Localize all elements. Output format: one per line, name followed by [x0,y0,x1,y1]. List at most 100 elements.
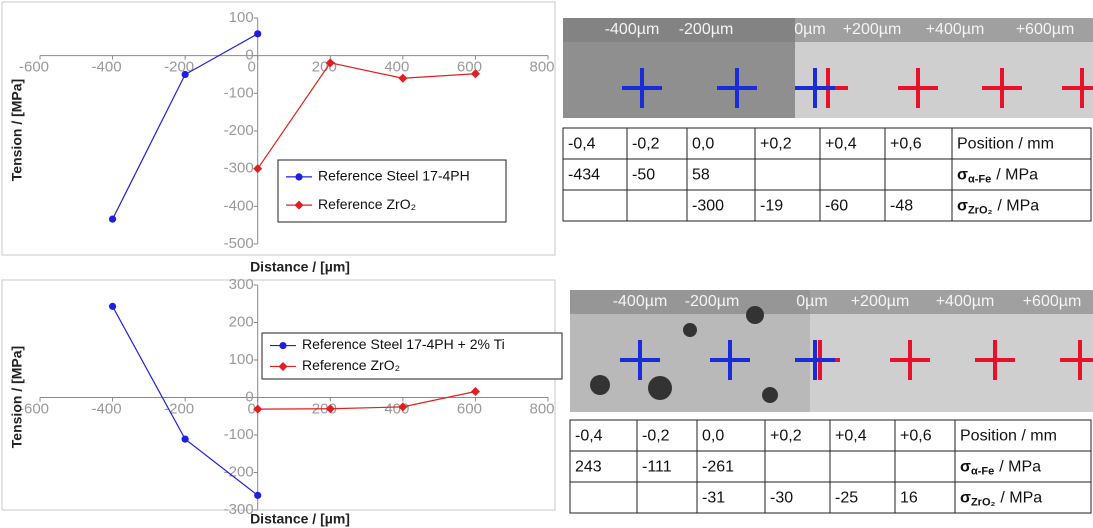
scale-label: -200µm [685,293,740,310]
x-tick-label: -600 [19,59,49,76]
marker [254,492,261,499]
table-cell [885,159,952,190]
marker [109,303,116,310]
cell-text: -434 [568,167,600,184]
cell-text: -111 [642,459,672,476]
subscript: α-Fe [971,465,994,477]
y-axis-title: Tension / [MPa] [9,346,25,448]
cell-text: -31 [702,490,725,507]
y-tick-label: -400 [224,197,254,214]
scale-label: +600µm [1023,293,1082,310]
table-cell [830,451,895,482]
cell-text: +0,2 [760,136,792,153]
cell-text: +0,6 [900,428,932,445]
cell-text: -48 [890,198,913,215]
x-axis-title: Distance / [µm] [250,259,350,275]
x-tick-label: 600 [457,400,482,417]
cell-text: +0,4 [825,136,857,153]
chart-frame [2,280,555,510]
table-cell [570,482,637,513]
y-tick-label: 100 [229,9,254,26]
scale-label: 0µm [794,21,825,38]
legend-label: Reference Steel 17-4PH [318,168,470,184]
y-tick-label: -200 [224,122,254,139]
legend-label: Reference ZrO₂ [318,196,416,212]
marker [182,71,189,78]
cell-text: 0,0 [702,428,724,445]
cell-text: Position / mm [957,136,1054,153]
unit: / MPa [997,198,1039,215]
scale-label: +400µm [936,293,995,310]
subscript: ZrO₂ [968,204,993,216]
x-tick-label: 400 [384,59,409,76]
sigma: σ [957,198,968,215]
cell-text: -60 [825,198,848,215]
table-cell [765,451,830,482]
cell-text: 16 [900,490,918,507]
cell-text: -25 [835,490,858,507]
marker [254,30,261,37]
y-axis-title: Tension / [MPa] [9,79,25,181]
pore [683,323,697,337]
unit: / MPa [1000,490,1042,507]
y-tick-label: 200 [229,313,254,330]
cell-text: 243 [575,459,602,476]
cell-text: +0,2 [770,428,802,445]
cell-text: -0,4 [575,428,603,445]
legend-label: Reference ZrO₂ [302,357,400,373]
x-tick-label: -400 [92,59,122,76]
cell-text: 58 [692,167,710,184]
cell-text: +0,4 [835,428,867,445]
scale-label: +400µm [926,21,985,38]
marker [182,436,189,443]
unit: / MPa [996,167,1038,184]
cell-text: -0,4 [568,136,596,153]
sigma: σ [960,490,971,507]
cell-text: -0,2 [632,136,660,153]
table-cell [820,159,885,190]
y-tick-label: -100 [224,84,254,101]
cell-text: -50 [632,167,655,184]
scale-label: +200µm [851,293,910,310]
cell-text: -261 [702,459,734,476]
x-axis-title: Distance / [µm] [250,511,350,527]
pore [746,306,764,324]
cell-text: -30 [770,490,793,507]
scale-label: -200µm [679,21,734,38]
sigma: σ [957,167,968,184]
x-tick-label: -200 [164,59,194,76]
cell-text: -300 [692,198,724,215]
x-tick-label: 800 [529,400,554,417]
scale-label: +200µm [843,21,902,38]
pore [590,375,610,395]
subscript: ZrO₂ [971,496,996,508]
cell-text: -19 [760,198,783,215]
cell-text: Position / mm [960,428,1057,445]
sigma: σ [960,459,971,476]
table-cell [755,159,820,190]
x-tick-label: 0 [248,59,256,76]
marker [279,342,286,349]
y-tick-label: -100 [224,426,254,443]
cell-text: 0,0 [692,136,714,153]
scale-label: -400µm [613,293,668,310]
marker [295,173,302,180]
table-cell [895,451,955,482]
table-cell [637,482,697,513]
cell-text: -0,2 [642,428,670,445]
pore [762,387,778,403]
scale-label: -400µm [605,21,660,38]
scale-label: 0µm [796,293,827,310]
y-tick-label: -500 [224,235,254,252]
legend-label: Reference Steel 17-4PH + 2% Ti [302,336,505,352]
y-tick-label: -300 [224,160,254,177]
y-tick-label: 300 [229,276,254,293]
x-tick-label: 800 [529,59,554,76]
y-tick-label: 100 [229,351,254,368]
table-cell [563,190,627,221]
x-tick-label: 400 [384,400,409,417]
subscript: α-Fe [968,173,991,185]
scale-label: +600µm [1016,21,1075,38]
unit: / MPa [999,459,1041,476]
marker [109,216,116,223]
